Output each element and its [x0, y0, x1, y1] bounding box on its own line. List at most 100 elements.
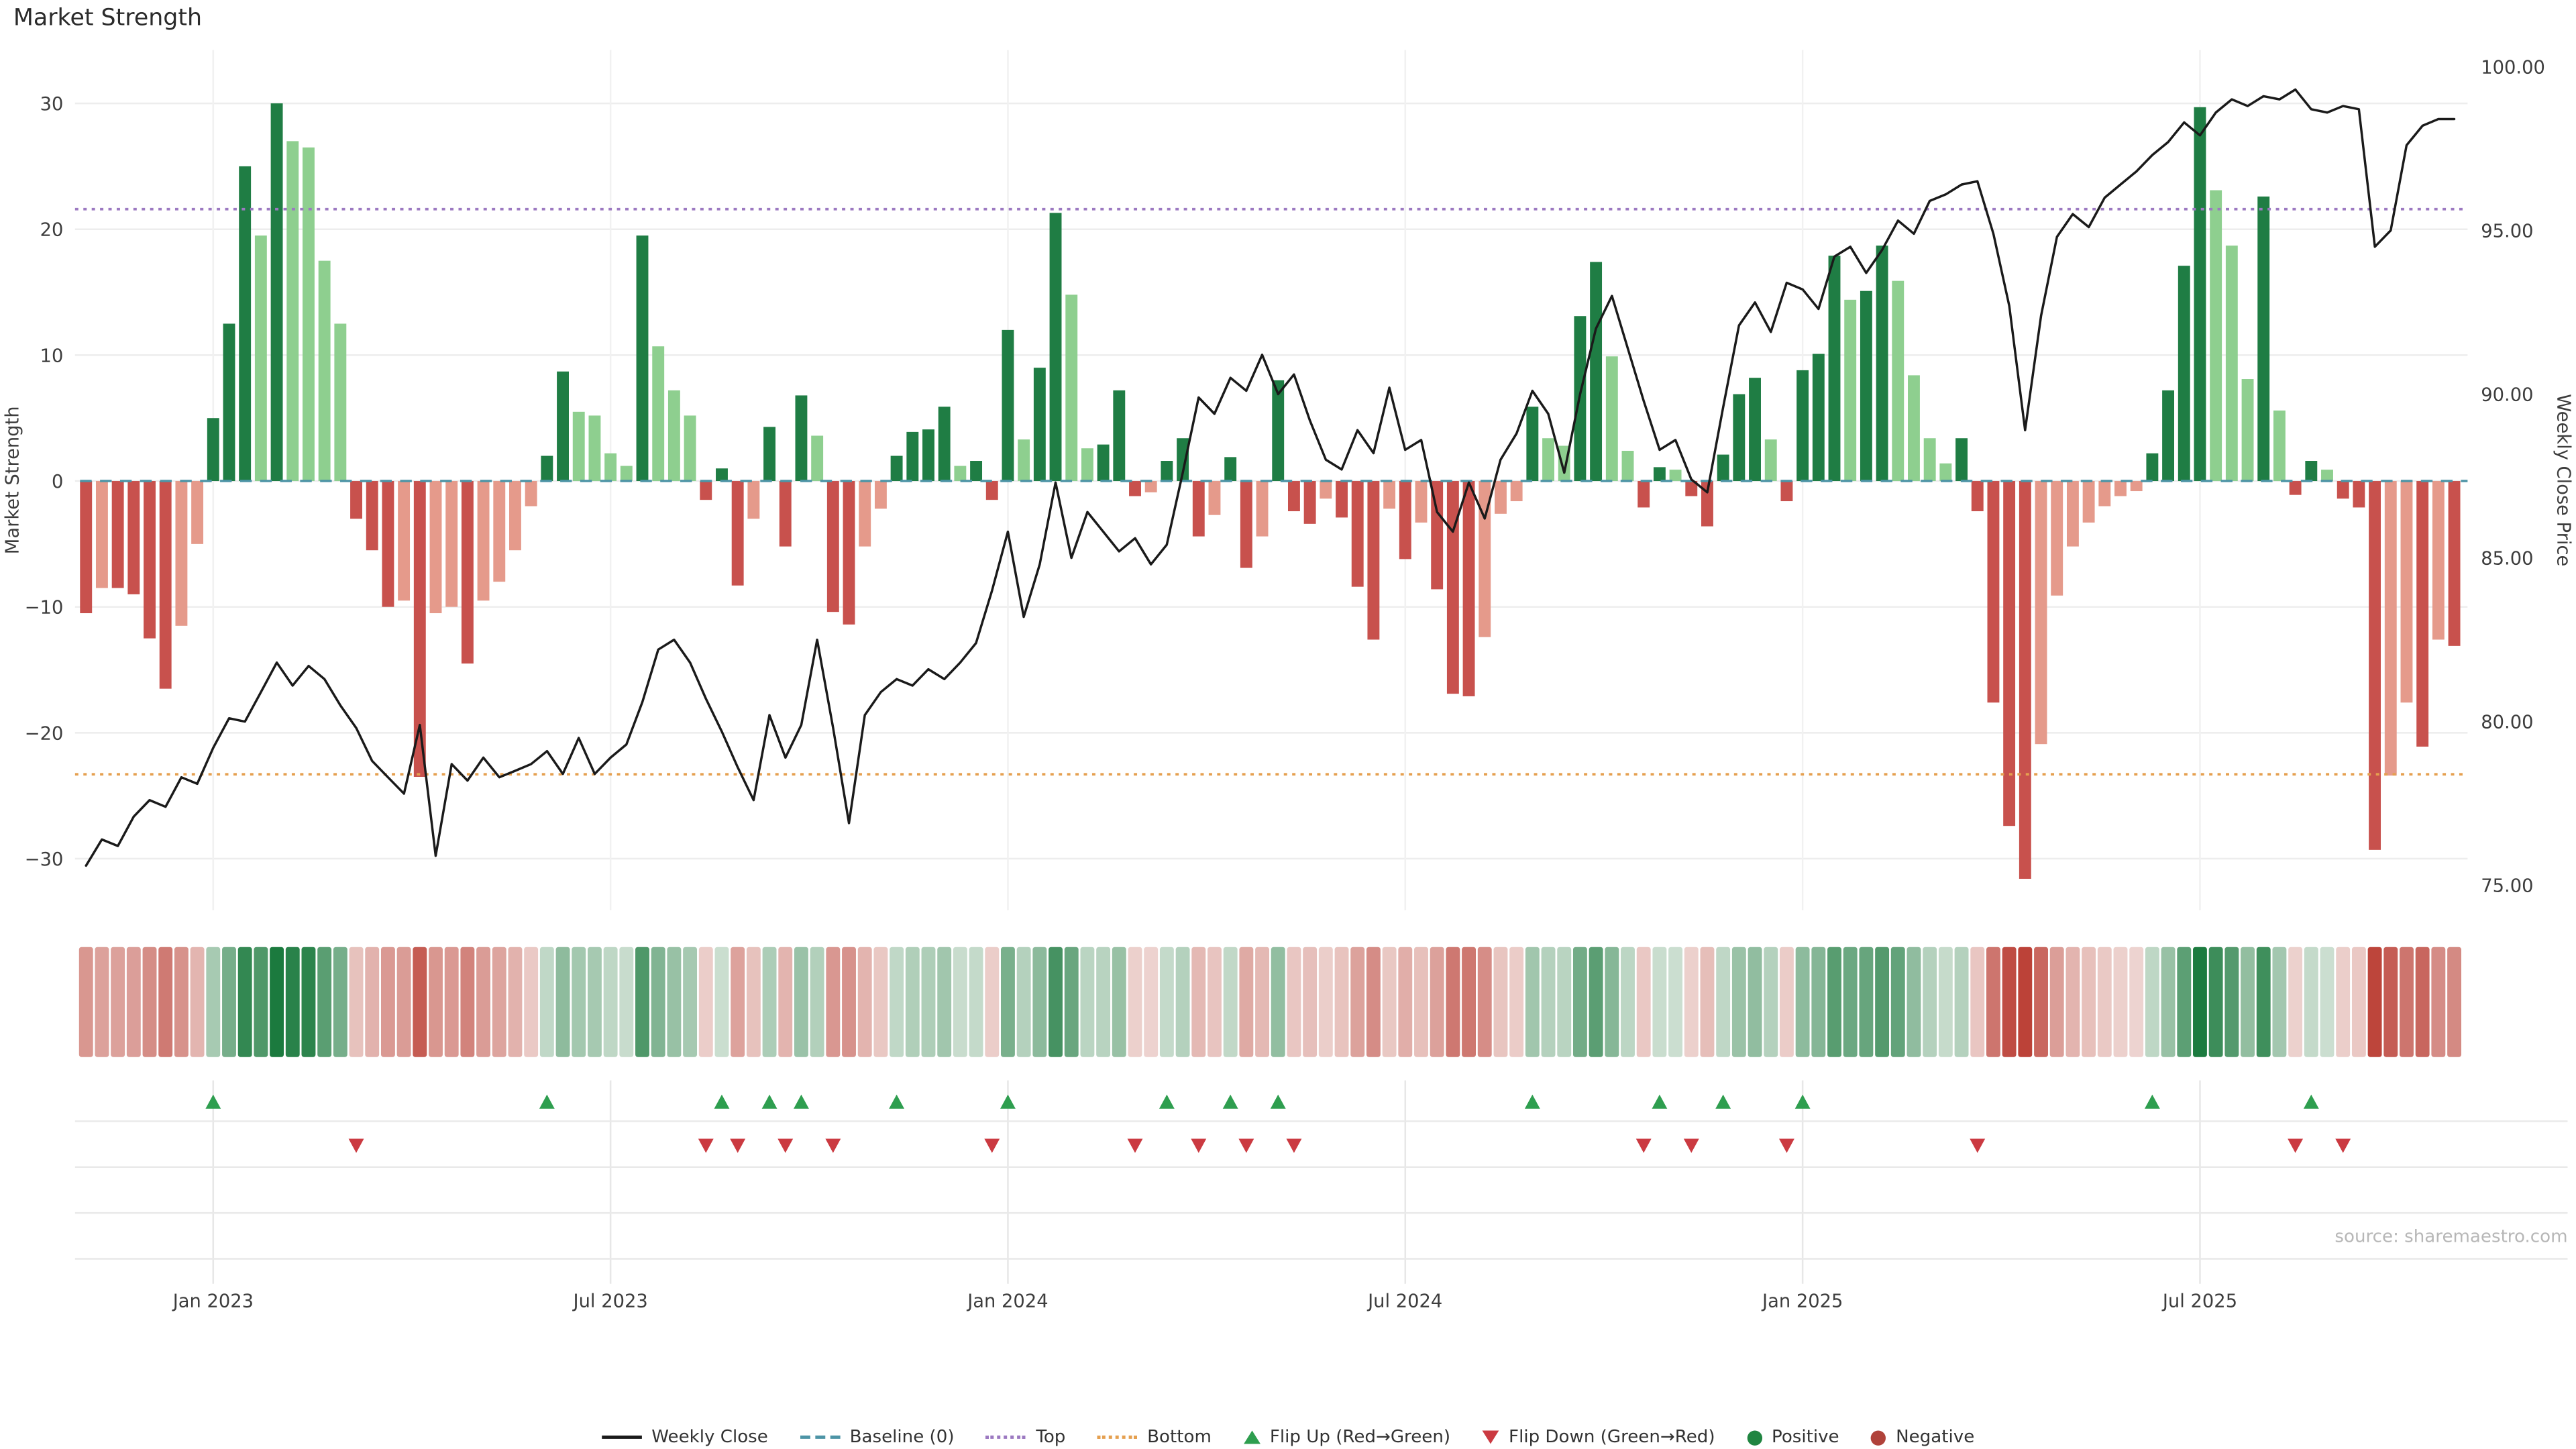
strength-bar — [652, 346, 665, 482]
heatmap-cell — [683, 947, 698, 1057]
legend-item-bottom[interactable]: Bottom — [1097, 1428, 1212, 1447]
heatmap-cell — [635, 947, 649, 1057]
heatmap-cell — [1525, 947, 1540, 1057]
flip-up-marker-icon — [714, 1094, 730, 1109]
strength-bar — [2321, 470, 2333, 482]
strength-bar — [557, 371, 569, 482]
strength-bar — [906, 431, 919, 482]
heatmap-cell — [1001, 947, 1015, 1057]
strength-bar — [1510, 481, 1523, 502]
heatmap-cell — [1239, 947, 1254, 1057]
heatmap-cell — [762, 947, 777, 1057]
flip-down-marker-icon — [777, 1138, 794, 1153]
heatmap-cell — [2034, 947, 2048, 1057]
legend-item-top[interactable]: Top — [985, 1428, 1065, 1447]
strength-bar — [1685, 481, 1698, 496]
heatmap-cell — [985, 947, 1000, 1057]
heatmap-cell — [2177, 947, 2192, 1057]
heatmap-cell — [2113, 947, 2128, 1057]
heatmap-cell — [2193, 947, 2207, 1057]
heatmap-cell — [1716, 947, 1731, 1057]
flip-down-marker-icon — [1127, 1138, 1143, 1153]
strength-bar — [350, 481, 362, 519]
strength-bar — [1113, 390, 1126, 482]
strength-bar — [1049, 213, 1062, 482]
flip-up-marker-icon — [539, 1094, 555, 1109]
strength-bar — [843, 481, 855, 625]
heatmap-cell — [794, 947, 808, 1057]
flip-up-marker-icon — [2303, 1094, 2319, 1109]
right-axis-tick: 75.00 — [2481, 876, 2533, 897]
legend-item-weekly-close[interactable]: Weekly Close — [601, 1428, 768, 1447]
legend-item-flip-up[interactable]: Flip Up (Red→Green) — [1243, 1428, 1450, 1447]
heatmap-cell — [857, 947, 872, 1057]
left-axis-tick: −30 — [25, 849, 64, 870]
strength-bar — [2369, 481, 2381, 850]
heatmap-cell — [1970, 947, 1985, 1057]
strength-bar — [1495, 481, 1507, 514]
heatmap-cell — [301, 947, 316, 1057]
heatmap-cell — [380, 947, 395, 1057]
heatmap-cell — [2272, 947, 2287, 1057]
heatmap-cell — [285, 947, 300, 1057]
heatmap-cell — [413, 947, 427, 1057]
flip-down-marker-icon — [1286, 1138, 1302, 1153]
legend-item-positive[interactable]: Positive — [1746, 1428, 1839, 1447]
strength-bar — [1923, 438, 1936, 482]
strength-bar — [1320, 481, 1332, 499]
flip-down-marker-icon — [984, 1138, 1000, 1153]
heatmap-cell — [158, 947, 173, 1057]
heatmap-cell — [731, 947, 745, 1057]
heatmap-cell — [2383, 947, 2398, 1057]
heatmap-cell — [698, 947, 713, 1057]
strength-bar — [159, 481, 172, 689]
heatmap-cell — [873, 947, 888, 1057]
strength-bar — [572, 411, 585, 482]
legend-item-baseline[interactable]: Baseline (0) — [800, 1428, 955, 1447]
x-axis-tick: Jan 2024 — [966, 1291, 1048, 1312]
legend-item-flip-down[interactable]: Flip Down (Green→Red) — [1482, 1428, 1715, 1447]
strength-bar — [636, 235, 649, 482]
heatmap-cell — [572, 947, 586, 1057]
heatmap-cell — [237, 947, 252, 1057]
heatmap-cell — [953, 947, 967, 1057]
heatmap-cell — [1159, 947, 1174, 1057]
strength-bar — [1446, 481, 1459, 694]
heatmap-cell — [1589, 947, 1603, 1057]
heatmap-cell — [1541, 947, 1556, 1057]
strength-bar — [604, 453, 617, 482]
heatmap-cell — [1764, 947, 1778, 1057]
flip-down-swatch-icon — [1482, 1430, 1499, 1444]
strength-bar — [175, 481, 188, 626]
flip-up-marker-icon — [889, 1094, 905, 1109]
right-axis-tick: 80.00 — [2481, 712, 2533, 733]
flip-up-marker-icon — [1222, 1094, 1238, 1109]
heatmap-cell — [2400, 947, 2414, 1057]
heatmap-cell — [1064, 947, 1079, 1057]
weekly-close-path — [85, 88, 2456, 867]
strength-bar — [303, 147, 315, 482]
strength-bar — [461, 481, 474, 664]
strength-bar — [2035, 481, 2047, 745]
flip-up-marker-icon — [1715, 1094, 1731, 1109]
heatmap-cell — [1493, 947, 1508, 1057]
strength-bar — [795, 395, 808, 482]
strength-bars — [80, 103, 2461, 879]
heatmap-cell — [539, 947, 554, 1057]
legend-item-negative[interactable]: Negative — [1870, 1428, 1974, 1447]
strength-bar — [2400, 481, 2413, 703]
strength-bar — [1876, 246, 1888, 482]
strength-bar — [1224, 457, 1237, 482]
heatmap-cell — [1208, 947, 1222, 1057]
heatmap-cell — [1572, 947, 1587, 1057]
heatmap-cell — [714, 947, 729, 1057]
strength-bar — [2416, 481, 2429, 747]
flip-up-swatch-icon — [1243, 1430, 1260, 1444]
heatmap-cell — [1795, 947, 1810, 1057]
left-axis-tick: 0 — [52, 472, 63, 492]
strength-bar — [1860, 290, 1872, 482]
strength-bar — [588, 415, 601, 482]
flip-up-marker-icon — [1652, 1094, 1668, 1109]
strength-bar — [1479, 481, 1491, 637]
strength-bar — [1828, 256, 1841, 482]
